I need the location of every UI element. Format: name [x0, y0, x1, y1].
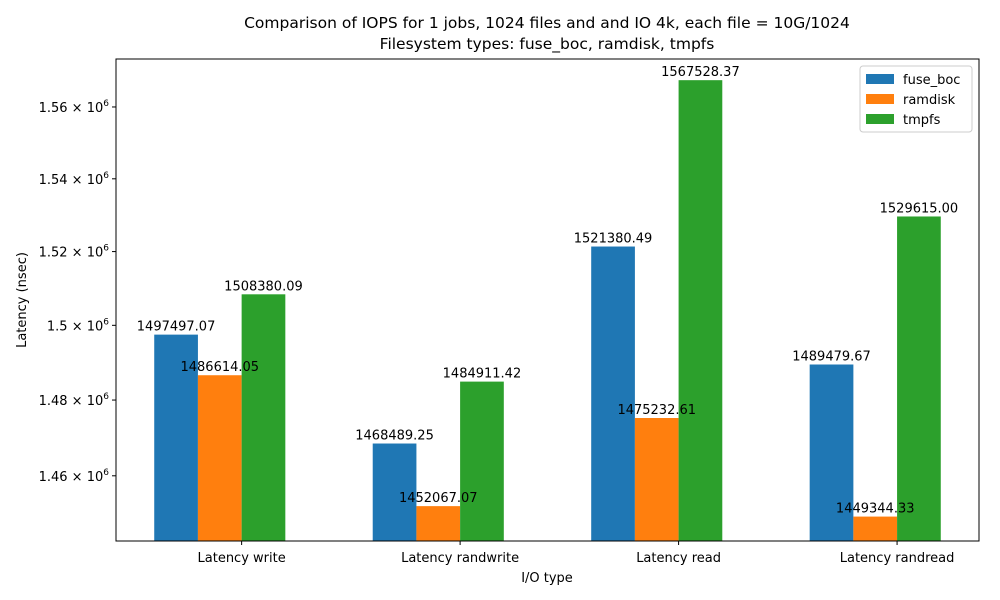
bar-tmpfs-3	[897, 216, 941, 542]
bar-ramdisk-1	[416, 506, 461, 541]
data-label-ramdisk-0: 1486614.05	[180, 360, 259, 375]
legend-swatch-tmpfs	[866, 114, 894, 124]
bar-ramdisk-3	[853, 516, 898, 541]
bar-fuse_boc-3	[809, 364, 854, 541]
data-label-tmpfs-0: 1508380.09	[224, 279, 303, 294]
plot-frame	[115, 58, 980, 542]
x-axis-ticks: Latency write Latency randwrite Latency re…	[198, 541, 955, 566]
data-label-fuse_boc-1: 1468489.25	[355, 429, 434, 444]
data-label-fuse_boc-3: 1489479.67	[792, 350, 871, 365]
bar-ramdisk-2	[634, 418, 679, 541]
y-tick-label: 1.56 × 106	[39, 99, 110, 116]
bar-fuse_boc-1	[372, 443, 417, 541]
x-axis-label: I/O type	[521, 571, 573, 586]
legend-swatch-ramdisk	[866, 94, 894, 104]
bars-group	[154, 80, 941, 542]
chart-title: Comparison of IOPS for 1 jobs, 1024 file…	[244, 14, 850, 32]
y-axis-ticks: 1.46 × 106 1.48 × 106 1.5 × 106 1.52 × 106 1…	[39, 99, 116, 485]
data-label-ramdisk-3: 1449344.33	[836, 502, 915, 517]
data-label-ramdisk-1: 1452067.07	[399, 491, 478, 506]
chart-subtitle: Filesystem types: fuse_boc, ramdisk, tmp…	[380, 35, 715, 54]
bar-fuse_boc-0	[154, 334, 198, 541]
data-label-tmpfs-1: 1484911.42	[443, 367, 522, 382]
legend-label-fuse_boc: fuse_boc	[903, 73, 960, 88]
y-tick-label: 1.5 × 106	[47, 317, 109, 334]
data-labels-group: 1497497.07 1468489.25 1521380.49 1489479.67…	[137, 65, 958, 516]
x-tick-label: Latency randwrite	[401, 551, 519, 566]
data-label-tmpfs-3: 1529615.00	[880, 201, 959, 216]
data-label-fuse_boc-2: 1521380.49	[574, 232, 653, 247]
legend-label-ramdisk: ramdisk	[903, 93, 956, 108]
bar-tmpfs-1	[460, 381, 504, 541]
y-tick-label: 1.54 × 106	[39, 171, 110, 188]
bar-ramdisk-0	[197, 375, 242, 541]
bar-tmpfs-0	[241, 294, 286, 541]
bar-fuse_boc-2	[591, 246, 635, 541]
x-tick-label: Latency randread	[840, 551, 955, 566]
y-axis-label: Latency (nsec)	[15, 252, 30, 348]
legend-label-tmpfs: tmpfs	[903, 113, 941, 128]
y-tick-label: 1.48 × 106	[39, 392, 110, 409]
bar-tmpfs-2	[678, 80, 723, 542]
legend-swatch-fuse_boc	[866, 74, 894, 84]
data-label-fuse_boc-0: 1497497.07	[137, 320, 216, 335]
y-tick-label: 1.46 × 106	[39, 468, 110, 485]
y-tick-label: 1.52 × 106	[39, 244, 110, 261]
data-label-tmpfs-2: 1567528.37	[661, 65, 740, 80]
data-label-ramdisk-2: 1475232.61	[617, 403, 696, 418]
x-tick-label: Latency read	[636, 551, 721, 566]
x-tick-label: Latency write	[198, 551, 286, 566]
